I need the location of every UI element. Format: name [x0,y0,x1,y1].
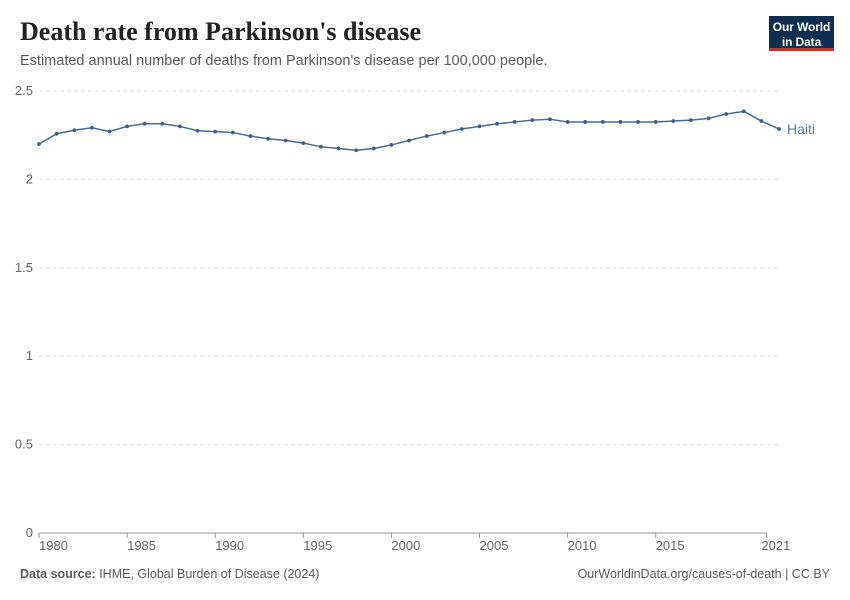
svg-text:1980: 1980 [39,538,68,553]
svg-text:0.5: 0.5 [15,437,33,452]
svg-text:2010: 2010 [568,538,597,553]
svg-text:2005: 2005 [480,538,509,553]
svg-text:1990: 1990 [215,538,244,553]
svg-text:2000: 2000 [391,538,420,553]
svg-text:2021: 2021 [761,538,790,553]
svg-text:1995: 1995 [303,538,332,553]
svg-text:Haiti: Haiti [787,121,815,137]
svg-text:1: 1 [26,348,33,363]
svg-text:2.5: 2.5 [15,83,33,98]
svg-text:2: 2 [26,171,33,186]
svg-text:1.5: 1.5 [15,260,33,275]
svg-text:1985: 1985 [127,538,156,553]
svg-text:2015: 2015 [656,538,685,553]
svg-text:0: 0 [26,525,33,540]
